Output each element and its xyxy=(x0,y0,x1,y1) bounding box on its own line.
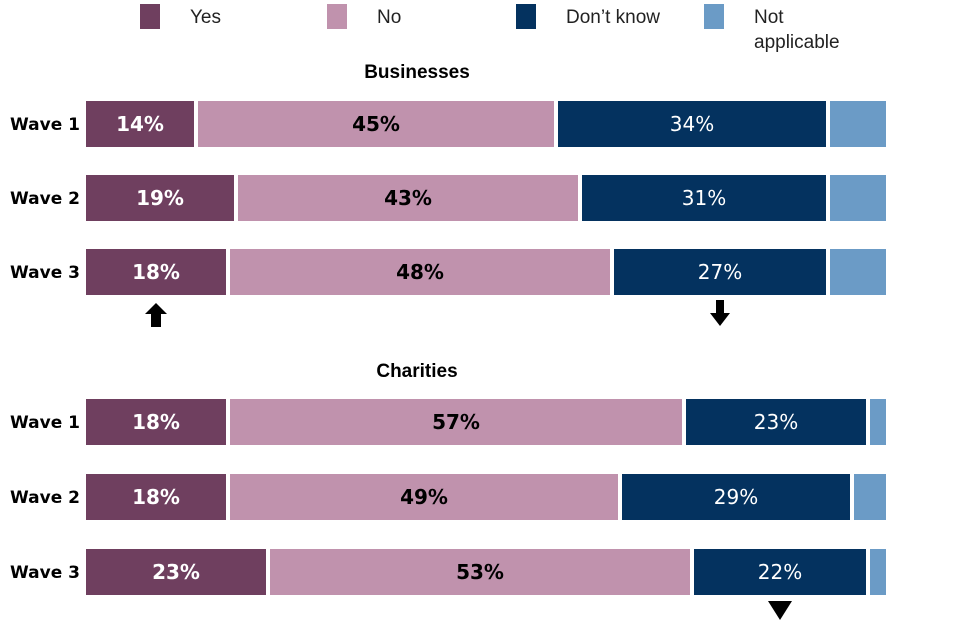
bar-segment-yes xyxy=(86,101,194,147)
bar-segment-na xyxy=(854,474,886,520)
data-label: 22% xyxy=(758,560,802,584)
bar-segment-na xyxy=(870,549,886,595)
data-label: 19% xyxy=(136,186,184,210)
legend-label: Don’t know xyxy=(566,7,660,28)
bar-segment-dont-know xyxy=(694,549,866,595)
legend-item-yes: Yes xyxy=(140,4,221,29)
data-label: 18% xyxy=(132,410,180,434)
triangle-down-marker xyxy=(768,601,792,620)
chart-panels: Businesses Wave 1 14% 45% 34% Wave 2 19% 43% 31%… xyxy=(10,62,886,620)
data-label: 31% xyxy=(682,186,726,210)
legend-swatch xyxy=(704,4,724,29)
bar-segment-no xyxy=(270,549,690,595)
bar-row-wave-3: Wave 3 23% 53% 22% xyxy=(10,549,886,595)
data-label: 29% xyxy=(714,485,758,509)
data-label: 23% xyxy=(152,560,200,584)
bar-segment-na xyxy=(830,175,886,221)
bar-segment-no xyxy=(230,249,610,295)
legend-swatch xyxy=(516,4,536,29)
data-label: 45% xyxy=(352,112,400,136)
legend-label: Not xyxy=(754,7,784,28)
data-label: 34% xyxy=(670,112,714,136)
bar-row-wave-2: Wave 2 19% 43% 31% xyxy=(10,175,886,221)
data-label: 49% xyxy=(400,485,448,509)
row-label: Wave 2 xyxy=(10,189,80,209)
bar-segment-na xyxy=(830,101,886,147)
bar-row-wave-1: Wave 1 18% 57% 23% xyxy=(10,399,886,445)
legend: Yes No Don’t know Not applicable xyxy=(140,4,840,53)
data-label: 43% xyxy=(384,186,432,210)
row-label: Wave 1 xyxy=(10,413,80,433)
bar-segment-yes xyxy=(86,474,226,520)
data-label: 53% xyxy=(456,560,504,584)
bar-segment-na xyxy=(830,249,886,295)
data-label: 18% xyxy=(132,485,180,509)
bar-segment-no xyxy=(230,399,682,445)
bar-segment-no xyxy=(198,101,554,147)
row-label: Wave 1 xyxy=(10,115,80,135)
panel-businesses: Businesses Wave 1 14% 45% 34% Wave 2 19% 43% 31%… xyxy=(10,62,886,327)
data-label: 23% xyxy=(754,410,798,434)
bar-segment-no xyxy=(238,175,578,221)
bar-segment-yes xyxy=(86,249,226,295)
bar-segment-dont-know xyxy=(558,101,826,147)
row-label: Wave 3 xyxy=(10,563,80,583)
panel-title: Charities xyxy=(376,361,457,382)
legend-item-na: Not applicable xyxy=(704,4,840,53)
bar-row-wave-3: Wave 3 18% 48% 27% xyxy=(10,249,886,295)
arrow-down-icon xyxy=(710,300,730,326)
data-label: 48% xyxy=(396,260,444,284)
bar-row-wave-2: Wave 2 18% 49% 29% xyxy=(10,474,886,520)
bar-segment-yes xyxy=(86,175,234,221)
bar-segment-dont-know xyxy=(614,249,826,295)
legend-label: Yes xyxy=(190,7,221,28)
legend-label: applicable xyxy=(754,32,840,53)
bar-segment-no xyxy=(230,474,618,520)
bar-row-wave-1: Wave 1 14% 45% 34% xyxy=(10,101,886,147)
panel-title: Businesses xyxy=(364,62,470,83)
row-label: Wave 3 xyxy=(10,263,80,283)
arrow-up-icon xyxy=(145,303,167,327)
bar-segment-dont-know xyxy=(686,399,866,445)
bar-segment-yes xyxy=(86,549,266,595)
legend-item-no: No xyxy=(327,4,401,29)
bar-segment-dont-know xyxy=(622,474,850,520)
row-label: Wave 2 xyxy=(10,488,80,508)
legend-label: No xyxy=(377,7,401,28)
legend-item-dont-know: Don’t know xyxy=(516,4,660,29)
bar-segment-na xyxy=(870,399,886,445)
data-label: 57% xyxy=(432,410,480,434)
data-label: 27% xyxy=(698,260,742,284)
data-label: 18% xyxy=(132,260,180,284)
bar-segment-yes xyxy=(86,399,226,445)
data-label: 14% xyxy=(116,112,164,136)
legend-swatch xyxy=(327,4,347,29)
bar-segment-dont-know xyxy=(582,175,826,221)
legend-swatch xyxy=(140,4,160,29)
